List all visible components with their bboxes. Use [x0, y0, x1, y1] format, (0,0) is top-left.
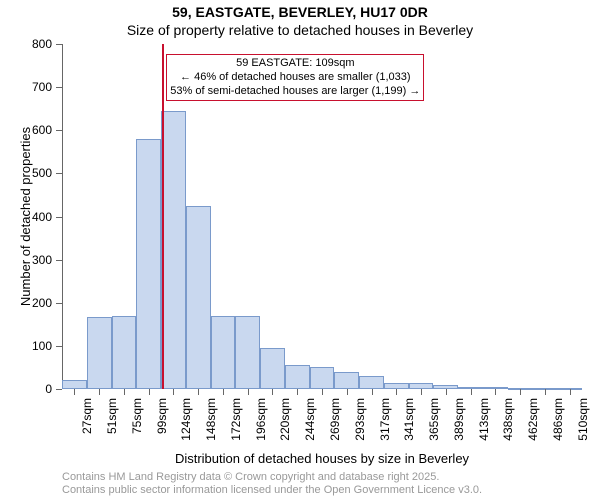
x-tick-label: 220sqm [278, 398, 292, 458]
x-tick [272, 389, 273, 395]
x-tick-label: 196sqm [254, 398, 268, 458]
x-tick-label: 510sqm [576, 398, 590, 458]
x-tick [421, 389, 422, 395]
x-tick-label: 99sqm [155, 398, 169, 458]
x-tick-label: 269sqm [328, 398, 342, 458]
y-tick-label: 800 [0, 37, 52, 51]
x-tick-label: 244sqm [303, 398, 317, 458]
histogram-bar [87, 317, 112, 389]
x-tick [198, 389, 199, 395]
marker-line [162, 44, 164, 389]
x-tick [347, 389, 348, 395]
x-tick [372, 389, 373, 395]
y-tick [56, 346, 62, 347]
annotation-box: 59 EASTGATE: 109sqm ← 46% of detached ho… [166, 54, 424, 101]
x-tick-label: 293sqm [353, 398, 367, 458]
caption-line1: Contains HM Land Registry data © Crown c… [62, 471, 439, 483]
x-tick [446, 389, 447, 395]
x-tick [520, 389, 521, 395]
y-tick [56, 44, 62, 45]
y-tick-label: 700 [0, 80, 52, 94]
histogram-bar [136, 139, 161, 389]
histogram-bar [260, 348, 285, 389]
x-tick-label: 413sqm [477, 398, 491, 458]
y-tick-label: 600 [0, 123, 52, 137]
x-tick-label: 365sqm [427, 398, 441, 458]
x-tick-label: 75sqm [130, 398, 144, 458]
x-tick [570, 389, 571, 395]
y-tick [56, 303, 62, 304]
x-tick-label: 51sqm [105, 398, 119, 458]
x-tick [99, 389, 100, 395]
x-tick-label: 124sqm [179, 398, 193, 458]
chart-container: 59, EASTGATE, BEVERLEY, HU17 0DR Size of… [0, 0, 600, 500]
histogram-bar [334, 372, 359, 389]
y-tick-label: 0 [0, 382, 52, 396]
x-tick-label: 172sqm [229, 398, 243, 458]
y-tick-label: 400 [0, 210, 52, 224]
histogram-bar [359, 376, 384, 389]
x-tick-label: 317sqm [378, 398, 392, 458]
x-tick [322, 389, 323, 395]
y-tick-label: 200 [0, 296, 52, 310]
histogram-bar [235, 316, 260, 389]
histogram-bar [161, 111, 186, 389]
x-tick-label: 462sqm [526, 398, 540, 458]
y-tick-label: 100 [0, 339, 52, 353]
annotation-line2: ← 46% of detached houses are smaller (1,… [170, 71, 420, 85]
x-tick-label: 341sqm [402, 398, 416, 458]
y-tick [56, 173, 62, 174]
x-tick [149, 389, 150, 395]
x-tick [396, 389, 397, 395]
histogram-bar [186, 206, 211, 389]
x-tick-label: 389sqm [452, 398, 466, 458]
x-tick [74, 389, 75, 395]
y-tick [56, 217, 62, 218]
y-tick-label: 500 [0, 166, 52, 180]
x-tick [495, 389, 496, 395]
x-tick [223, 389, 224, 395]
x-tick-label: 438sqm [501, 398, 515, 458]
x-tick-label: 27sqm [80, 398, 94, 458]
y-tick [56, 87, 62, 88]
histogram-bar [62, 380, 87, 389]
chart-title-line2: Size of property relative to detached ho… [0, 22, 600, 38]
y-tick-label: 300 [0, 253, 52, 267]
annotation-line3: 53% of semi-detached houses are larger (… [170, 85, 420, 99]
x-tick [297, 389, 298, 395]
histogram-bar [211, 316, 236, 389]
x-tick-label: 148sqm [204, 398, 218, 458]
x-tick [124, 389, 125, 395]
y-tick [56, 260, 62, 261]
x-tick [248, 389, 249, 395]
histogram-bar [310, 367, 335, 389]
y-tick [56, 389, 62, 390]
chart-title-line1: 59, EASTGATE, BEVERLEY, HU17 0DR [0, 4, 600, 20]
histogram-bar [285, 365, 310, 389]
x-tick [471, 389, 472, 395]
y-tick [56, 130, 62, 131]
x-tick [173, 389, 174, 395]
x-tick-label: 486sqm [551, 398, 565, 458]
annotation-line1: 59 EASTGATE: 109sqm [170, 57, 420, 71]
histogram-bar [112, 316, 137, 389]
x-tick [545, 389, 546, 395]
caption-line2: Contains public sector information licen… [62, 484, 482, 496]
